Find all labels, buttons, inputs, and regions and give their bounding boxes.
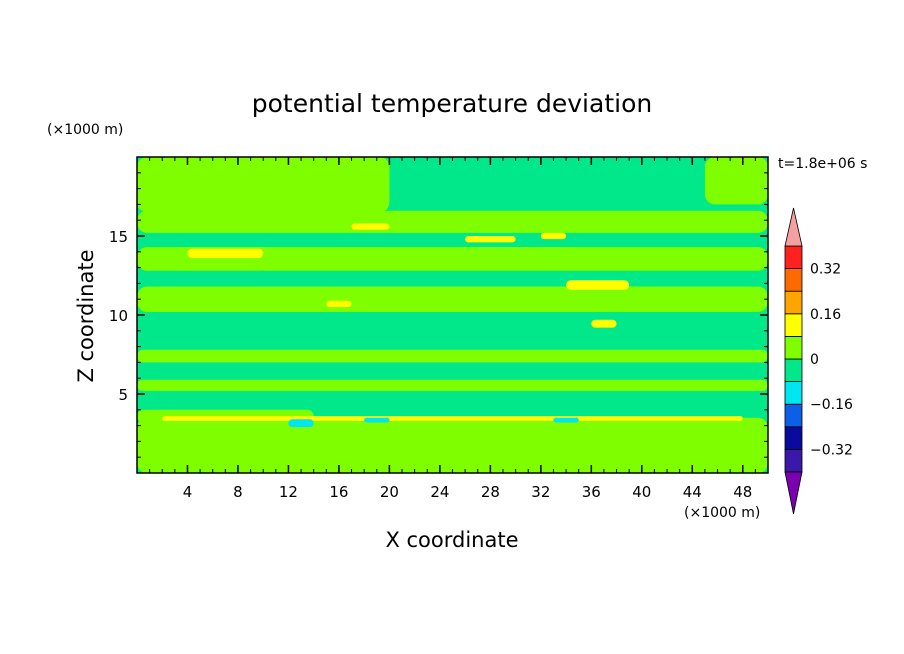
contour-region xyxy=(566,280,630,290)
contour-region xyxy=(137,349,768,363)
colorbar-segment xyxy=(784,335,803,360)
contour-regions xyxy=(137,157,768,473)
contour-region xyxy=(137,379,768,391)
contour-region xyxy=(326,300,352,308)
contour-region xyxy=(137,286,768,312)
colorbar-segment xyxy=(784,313,803,337)
colorbar-tick-label: 0.16 xyxy=(810,307,841,323)
y-unit-label: (×1000 m) xyxy=(47,122,123,138)
colorbar-top-arrow xyxy=(784,207,803,247)
x-tick-label: 28 xyxy=(481,483,500,501)
x-unit-label: (×1000 m) xyxy=(684,505,760,521)
y-tick-label: 10 xyxy=(109,307,128,325)
x-tick-label: 40 xyxy=(632,483,651,501)
x-tick-label: 48 xyxy=(733,483,752,501)
x-tick-label: 44 xyxy=(683,483,702,501)
x-tick-label: 8 xyxy=(233,483,243,501)
contour-region xyxy=(137,417,768,473)
contour-region xyxy=(137,247,768,271)
colorbar-bottom-arrow xyxy=(784,471,803,515)
colorbar-segment xyxy=(784,448,803,473)
colorbar-tick-label: 0 xyxy=(810,352,819,368)
colorbar-segment xyxy=(784,358,803,383)
x-axis-label: X coordinate xyxy=(385,528,518,552)
colorbar-segment xyxy=(784,245,803,270)
y-tick-label: 15 xyxy=(109,228,128,246)
x-tick-label: 20 xyxy=(380,483,399,501)
x-tick-label: 32 xyxy=(531,483,550,501)
x-tick-label: 16 xyxy=(329,483,348,501)
contour-region xyxy=(591,319,617,328)
y-axis: 5 10 15 xyxy=(109,172,768,458)
colorbar-tick-label: 0.32 xyxy=(810,262,841,278)
contour-region xyxy=(704,157,768,205)
x-tick-label: 36 xyxy=(582,483,601,501)
x-tick-label: 4 xyxy=(183,483,193,501)
y-tick-label: 5 xyxy=(118,386,128,404)
contour-region xyxy=(553,417,579,423)
y-axis-label: Z coordinate xyxy=(74,249,98,382)
colorbar-segment xyxy=(784,381,803,405)
colorbar-tick-label: −0.32 xyxy=(810,442,853,458)
colorbar: 0.32 0.16 0 −0.16 −0.32 xyxy=(784,207,853,515)
colorbar-segment xyxy=(784,403,803,428)
colorbar-tick-label: −0.16 xyxy=(810,397,853,413)
x-tick-label: 24 xyxy=(430,483,449,501)
contour-region xyxy=(351,223,390,230)
contour-region xyxy=(162,416,743,421)
x-tick-label: 12 xyxy=(279,483,298,501)
time-label: t=1.8e+06 s xyxy=(778,156,867,172)
contour-region xyxy=(364,417,390,423)
colorbar-segment xyxy=(784,290,803,315)
contour-region xyxy=(540,232,567,240)
contour-region xyxy=(137,157,390,213)
contour-region xyxy=(288,419,314,428)
colorbar-segment xyxy=(784,426,803,450)
contour-region xyxy=(465,236,516,243)
x-axis: 4 8 12 16 20 24 28 32 36 40 44 48 xyxy=(149,157,756,501)
colorbar-segment xyxy=(784,268,803,292)
contour-region xyxy=(137,210,768,233)
contour-region xyxy=(187,248,264,259)
chart-title: potential temperature deviation xyxy=(252,89,652,118)
